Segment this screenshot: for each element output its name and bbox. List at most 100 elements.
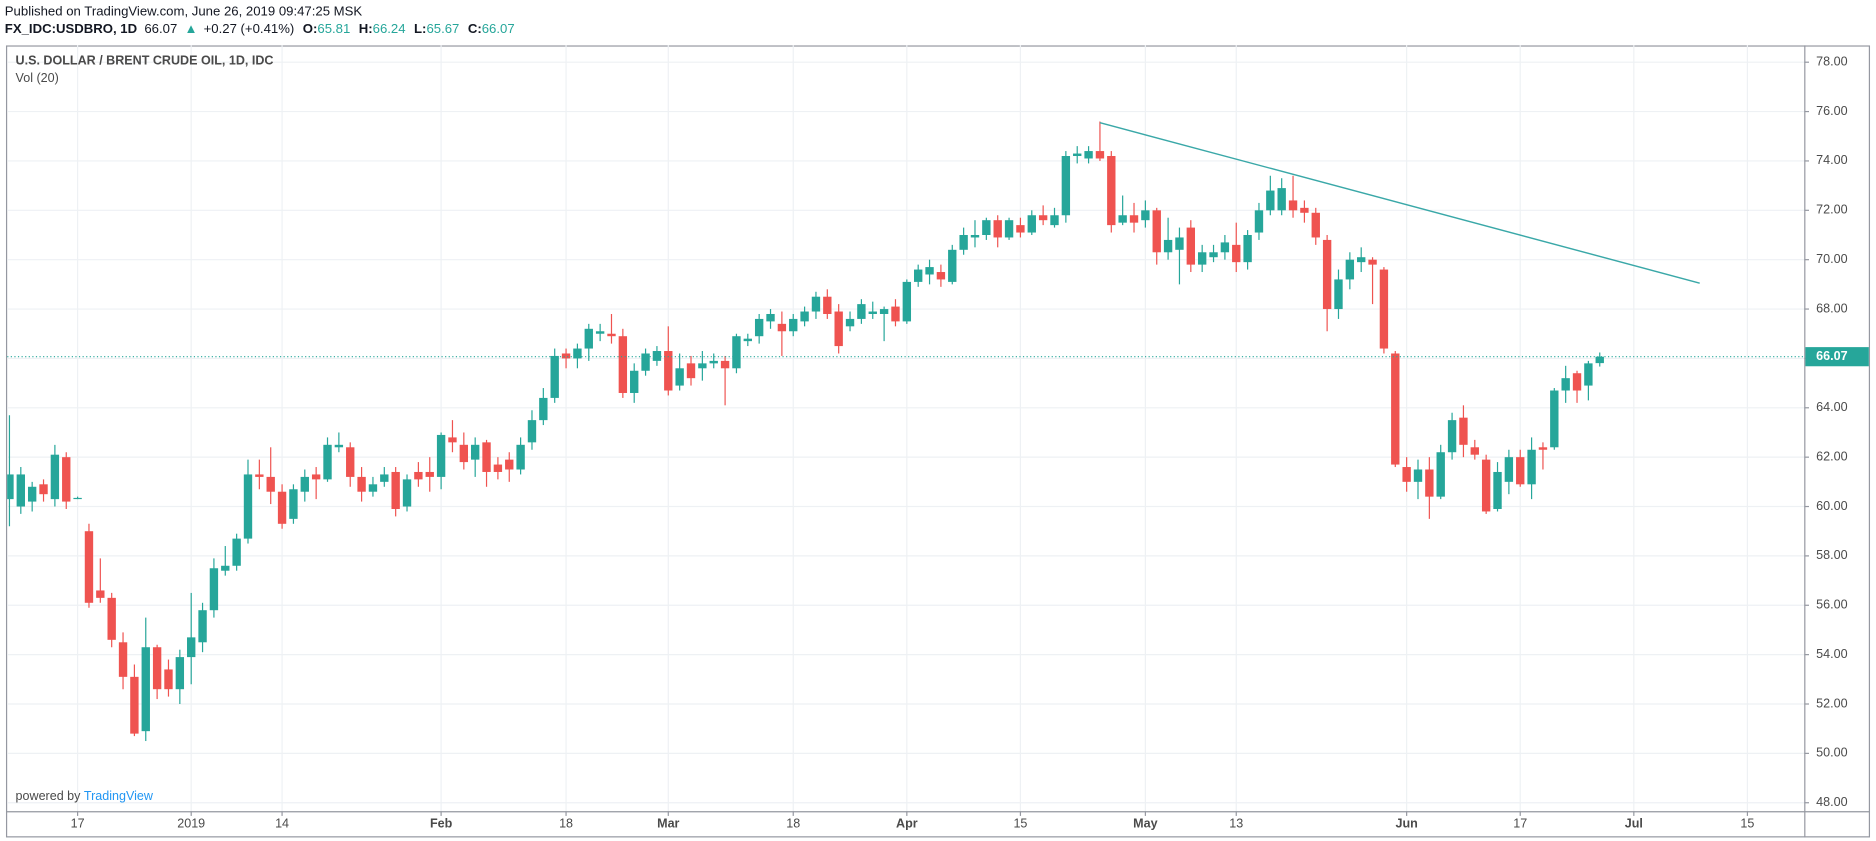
candle-body (391, 471, 400, 509)
candle-body (766, 313, 775, 322)
candle-body (1186, 227, 1196, 265)
candle-body (1266, 190, 1275, 211)
candle-body (743, 338, 752, 342)
candle-body (482, 442, 491, 472)
candle-body (1050, 215, 1059, 226)
candle-body (1550, 390, 1559, 448)
candle-body (1073, 153, 1082, 157)
candle-body (266, 476, 275, 492)
candle-body (1561, 378, 1570, 391)
candle-body (1595, 356, 1604, 364)
candle-body (959, 234, 968, 250)
candle-body (1425, 469, 1434, 497)
last-price-tag (1805, 347, 1869, 367)
candle-body (1493, 471, 1502, 509)
y-tick-label: 52.00 (1816, 696, 1847, 710)
candle-body (948, 249, 957, 282)
y-tick-label: 56.00 (1816, 598, 1847, 612)
x-tick-label: 15 (1740, 817, 1754, 831)
candle-body (868, 311, 877, 314)
candle-body (1209, 252, 1218, 258)
ohlc-value: 65.81 (317, 21, 350, 36)
arrow: ▲ (185, 21, 198, 36)
candle-body (1527, 449, 1536, 485)
candle-body (993, 220, 1002, 238)
x-tick-label: 18 (559, 817, 573, 831)
candle-body (1516, 457, 1525, 485)
candle-body (698, 363, 707, 369)
ohlc-value: 66.07 (482, 21, 515, 36)
candle-body (1345, 259, 1355, 280)
candle-body (1243, 234, 1252, 263)
candle-body (1584, 363, 1593, 386)
candle-body (1504, 457, 1514, 482)
branding-link[interactable]: TradingView (84, 789, 154, 803)
candle-body (152, 647, 162, 690)
y-tick-label: 78.00 (1816, 55, 1847, 69)
symbol: FX_IDC:USDBRO, 1D (5, 21, 137, 36)
candle-body (630, 370, 639, 393)
candle-body (221, 565, 230, 571)
candle-body (175, 657, 185, 690)
candle-body (607, 333, 616, 337)
last: 66.07 (144, 21, 177, 36)
y-tick-label: 68.00 (1816, 301, 1847, 315)
candle-body (1084, 151, 1093, 159)
candle-body (1481, 459, 1491, 512)
y-tick-label: 62.00 (1816, 449, 1847, 463)
candle-body (277, 491, 287, 524)
candle-body (346, 447, 355, 477)
candle-body (436, 434, 446, 477)
candle-body (573, 348, 582, 359)
candle-body (709, 360, 718, 364)
y-tick-label: 58.00 (1816, 548, 1847, 562)
candle-body (232, 538, 241, 566)
candle-body (62, 457, 71, 502)
x-tick-label: 14 (275, 817, 289, 831)
candle-body (141, 647, 150, 732)
candle-body (1175, 237, 1184, 250)
x-tick-label: 17 (1513, 817, 1527, 831)
candle-body (300, 476, 309, 492)
symbol-line: FX_IDC:USDBRO, 1D 66.07 ▲ +0.27 (+0.41%)… (5, 21, 515, 36)
candle-body (84, 531, 94, 603)
y-tick-label: 72.00 (1816, 203, 1847, 217)
candle-body (664, 351, 673, 391)
y-tick-label: 74.00 (1816, 153, 1847, 167)
candle-body (1572, 373, 1582, 391)
candle-body (1334, 279, 1343, 310)
candle-body (357, 476, 366, 492)
candle-body (686, 363, 696, 379)
candle-body (652, 351, 662, 361)
candle-body (1016, 225, 1025, 233)
last-price-label: 66.07 (1816, 349, 1847, 363)
candle-body (834, 311, 843, 347)
ohlc-label: C: (468, 21, 482, 36)
candle-body (1368, 259, 1377, 265)
candle-body (1107, 156, 1116, 226)
candle-body (777, 323, 787, 332)
x-tick-label: Mar (657, 817, 679, 831)
candle-body (595, 331, 605, 334)
candle-body (857, 304, 866, 319)
candle-body (459, 444, 469, 463)
candle-body (414, 471, 423, 480)
candle-body (1061, 156, 1071, 216)
x-tick-label: May (1133, 817, 1157, 831)
x-tick-label: Apr (896, 817, 918, 831)
candle-body (1163, 239, 1173, 253)
candle-body (470, 444, 480, 460)
published-note: Published on TradingView.com, June 26, 2… (5, 3, 363, 18)
candle-body (1118, 215, 1127, 223)
axes: 48.00 50.00 52.00 54.00 56.00 58.00 60.00 62.00… (71, 55, 1869, 831)
candle-body (255, 474, 264, 477)
candle-body (1004, 220, 1014, 238)
candle-body (118, 642, 128, 677)
candle-body (845, 318, 855, 327)
y-tick-label: 64.00 (1816, 400, 1847, 414)
change: +0.27 (+0.41%) (204, 21, 295, 36)
candle-body (198, 610, 207, 643)
branding-prefix: powered by (16, 789, 82, 803)
candle-body (754, 318, 764, 337)
